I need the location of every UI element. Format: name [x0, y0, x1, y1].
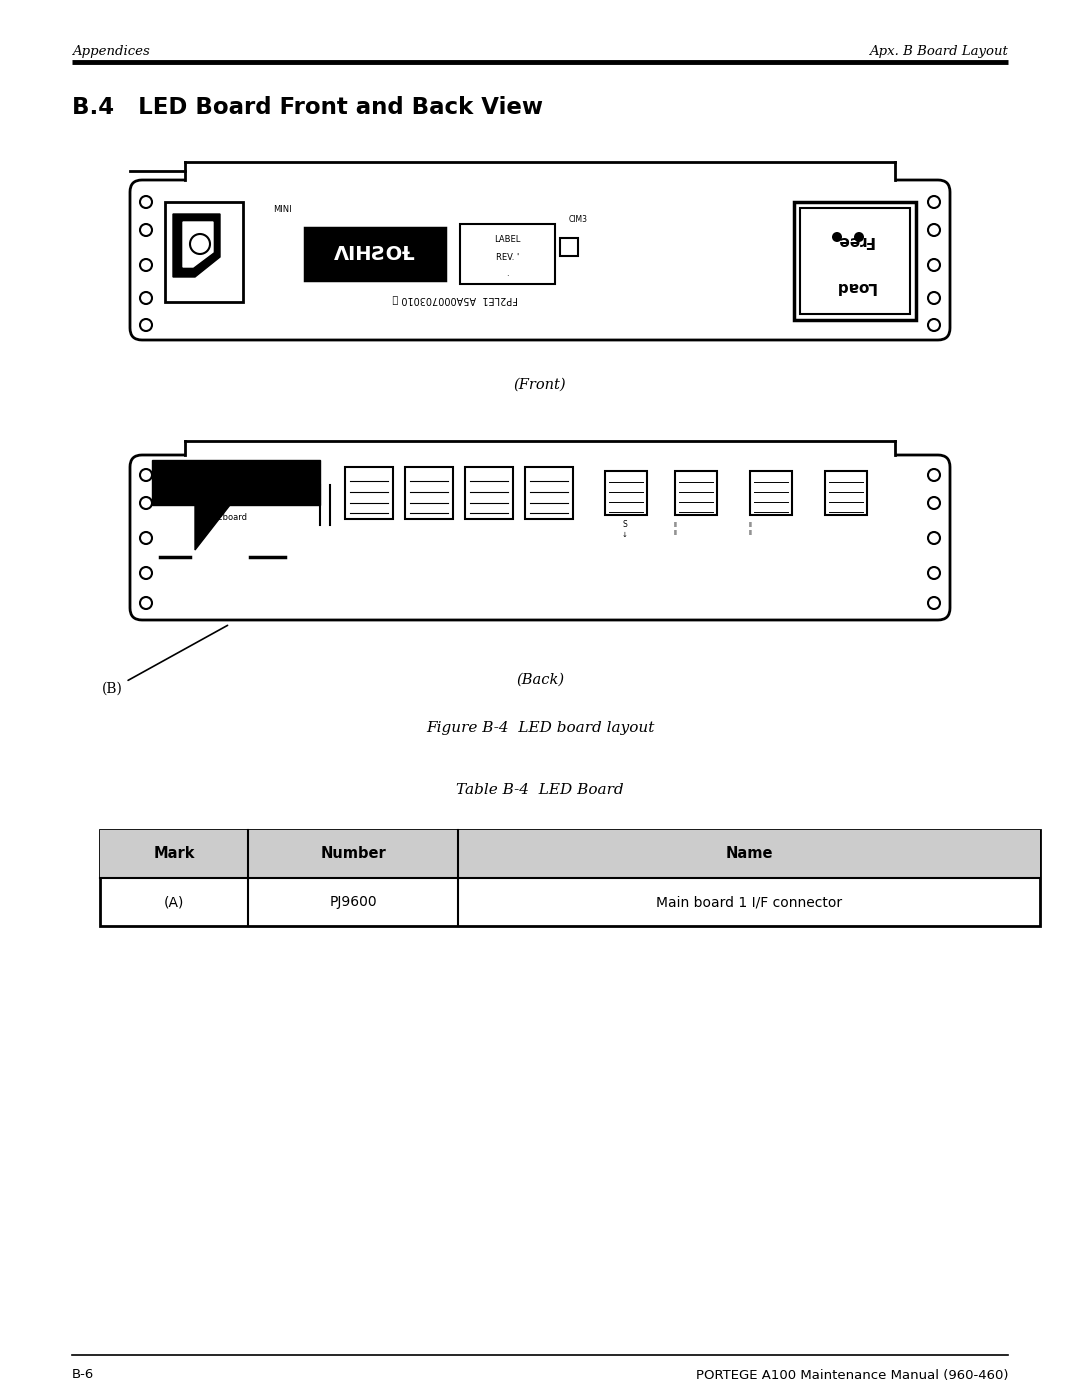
Text: B.4   LED Board Front and Back View: B.4 LED Board Front and Back View — [72, 96, 543, 120]
Bar — [165, 203, 243, 302]
Bar — [794, 203, 916, 320]
Text: Figure B-4  LED board layout: Figure B-4 LED board layout — [426, 721, 654, 735]
FancyBboxPatch shape — [130, 180, 950, 339]
Polygon shape — [183, 222, 213, 267]
Circle shape — [140, 497, 152, 509]
Bar — [345, 467, 393, 520]
Circle shape — [854, 232, 864, 242]
Text: REV. ': REV. ' — [496, 253, 519, 263]
Circle shape — [140, 258, 152, 271]
Circle shape — [928, 196, 940, 208]
Bar — [100, 830, 1040, 926]
Circle shape — [928, 497, 940, 509]
FancyBboxPatch shape — [130, 455, 950, 620]
Polygon shape — [195, 504, 230, 550]
Text: Appendices: Appendices — [72, 46, 150, 59]
Bar — [460, 224, 555, 284]
Text: Main board 1 I/F connector: Main board 1 I/F connector — [656, 895, 842, 909]
Text: II: II — [748, 522, 752, 528]
Text: FP2LE1  A5A000703010 Ⓐ: FP2LE1 A5A000703010 Ⓐ — [392, 295, 517, 305]
Text: II: II — [673, 529, 677, 536]
Circle shape — [140, 567, 152, 578]
Bar — [305, 228, 445, 279]
Text: (A): (A) — [164, 895, 185, 909]
Text: MINI: MINI — [272, 205, 292, 215]
Text: Number: Number — [320, 847, 386, 862]
Circle shape — [140, 532, 152, 543]
FancyBboxPatch shape — [185, 441, 895, 457]
Text: Load: Load — [835, 279, 876, 295]
Circle shape — [928, 258, 940, 271]
Circle shape — [928, 224, 940, 236]
Bar — [800, 208, 910, 314]
Bar — [152, 460, 320, 504]
Text: .: . — [507, 270, 509, 278]
Circle shape — [190, 235, 210, 254]
Text: (B): (B) — [102, 626, 228, 696]
Bar — [750, 471, 792, 515]
Text: ɅIHƧOȽ: ɅIHƧOȽ — [334, 244, 416, 264]
Circle shape — [140, 597, 152, 609]
Bar — [525, 467, 573, 520]
Circle shape — [928, 597, 940, 609]
Polygon shape — [173, 214, 220, 277]
Circle shape — [928, 292, 940, 305]
Bar — [561, 237, 578, 256]
Text: II: II — [673, 522, 677, 528]
Text: Free: Free — [836, 232, 874, 247]
Bar — [825, 471, 867, 515]
Text: Mark: Mark — [153, 847, 194, 862]
Text: 32board: 32board — [213, 513, 247, 521]
Text: (Front): (Front) — [514, 379, 566, 393]
Text: Apx. B Board Layout: Apx. B Board Layout — [869, 46, 1008, 59]
Text: Name: Name — [726, 847, 773, 862]
Circle shape — [928, 319, 940, 331]
Circle shape — [140, 469, 152, 481]
Text: B-6: B-6 — [72, 1369, 94, 1382]
Circle shape — [140, 196, 152, 208]
Text: S: S — [623, 520, 627, 529]
FancyBboxPatch shape — [185, 162, 895, 184]
Circle shape — [140, 224, 152, 236]
Text: LABEL: LABEL — [495, 236, 521, 244]
Circle shape — [928, 532, 940, 543]
Bar — [405, 467, 453, 520]
Bar — [675, 471, 717, 515]
Text: PJ9600: PJ9600 — [329, 895, 377, 909]
Bar — [465, 467, 513, 520]
Circle shape — [832, 232, 842, 242]
Circle shape — [140, 319, 152, 331]
Circle shape — [928, 469, 940, 481]
Text: PORTEGE A100 Maintenance Manual (960-460): PORTEGE A100 Maintenance Manual (960-460… — [696, 1369, 1008, 1382]
Text: (Back): (Back) — [516, 673, 564, 687]
Text: CIM3: CIM3 — [568, 215, 588, 225]
Circle shape — [140, 292, 152, 305]
Text: Table B-4  LED Board: Table B-4 LED Board — [456, 782, 624, 798]
Bar — [605, 471, 647, 515]
Text: II: II — [748, 529, 752, 536]
Text: ↓: ↓ — [622, 532, 627, 538]
Circle shape — [928, 567, 940, 578]
Bar — [100, 830, 1040, 877]
